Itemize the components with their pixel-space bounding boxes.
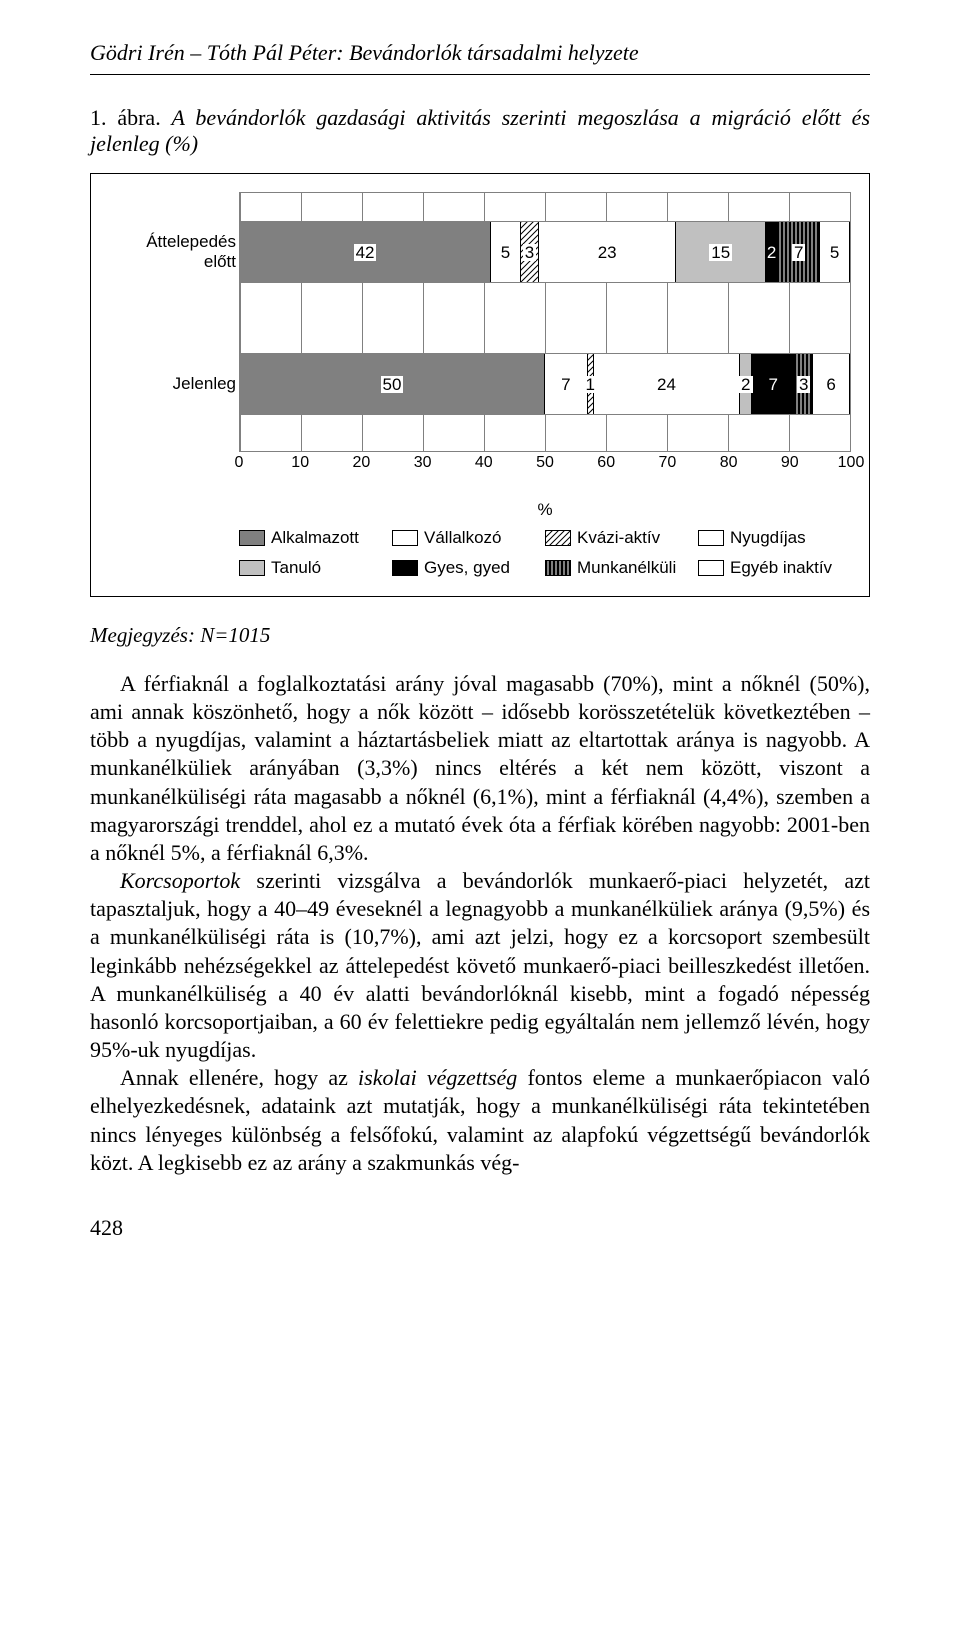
bar-segment-munkanelkuli: 3: [795, 354, 813, 414]
x-axis-unit: %: [239, 500, 851, 520]
gridline: [850, 193, 851, 451]
x-tick-label: 90: [781, 454, 799, 472]
x-tick-label: 40: [475, 454, 493, 472]
segment-value-label: 50: [381, 376, 404, 393]
paragraph-2: Korcsoportok szerinti vizsgálva a bevánd…: [90, 867, 870, 1064]
x-tick-label: 30: [414, 454, 432, 472]
italic-iskolai: iskolai végzettség: [358, 1065, 517, 1090]
legend-item-gyes: Gyes, gyed: [392, 558, 545, 578]
legend-item-egyeb: Egyéb inaktív: [698, 558, 851, 578]
legend-swatch: [698, 530, 724, 546]
header-rule: [90, 74, 870, 75]
figure-number: 1. ábra.: [90, 105, 161, 130]
legend-swatch: [392, 530, 418, 546]
bar-segment-alkalmazott: 42: [240, 222, 491, 282]
segment-value-label: 15: [709, 244, 732, 261]
page-number: 428: [90, 1215, 870, 1241]
legend-label: Nyugdíjas: [730, 528, 806, 548]
legend-label: Alkalmazott: [271, 528, 359, 548]
bar-category-label: Áttelepedés előtt: [110, 232, 236, 272]
x-tick-label: 50: [536, 454, 554, 472]
bar-category-label: Jelenleg: [110, 374, 236, 394]
bar-segment-tanulo: 15: [676, 222, 766, 282]
legend-item-munkanelkuli: Munkanélküli: [545, 558, 698, 578]
bar-segment-alkalmazott: 50: [240, 354, 545, 414]
plot-area: Áttelepedés előtt42532315275Jelenleg5071…: [239, 192, 851, 452]
bar-segment-tanulo: 2: [740, 354, 752, 414]
segment-value-label: 5: [828, 244, 841, 261]
legend-swatch: [545, 560, 571, 576]
segment-value-label: 24: [655, 376, 678, 393]
legend-label: Vállalkozó: [424, 528, 502, 548]
body-text: A férfiaknál a foglalkoztatási arány jóv…: [90, 670, 870, 1177]
legend-swatch: [239, 530, 265, 546]
bar-segment-kvazi: 3: [521, 222, 539, 282]
bar-segment-egyeb: 5: [820, 222, 850, 282]
x-tick-label: 20: [352, 454, 370, 472]
legend-item-alkalmazott: Alkalmazott: [239, 528, 392, 548]
figure-caption: A bevándorlók gazdasági aktivitás szerin…: [90, 105, 870, 156]
bar-row: Jelenleg5071242736: [240, 353, 850, 415]
x-tick-label: 0: [235, 454, 244, 472]
legend-item-kvazi: Kvázi-aktív: [545, 528, 698, 548]
chart-legend: Alkalmazott Vállalkozó Kvázi-aktív Nyugdíja…: [239, 528, 851, 578]
segment-value-label: 2: [739, 376, 752, 393]
figure-note: Megjegyzés: N=1015: [90, 623, 870, 648]
italic-korcsoportok: Korcsoportok: [120, 868, 240, 893]
legend-label: Tanuló: [271, 558, 321, 578]
segment-value-label: 3: [797, 376, 810, 393]
segment-value-label: 7: [766, 376, 779, 393]
legend-item-nyugdijas: Nyugdíjas: [698, 528, 851, 548]
segment-value-label: 42: [354, 244, 377, 261]
legend-label: Gyes, gyed: [424, 558, 510, 578]
bar-segment-nyugdijas: 23: [539, 222, 676, 282]
paragraph-3: Annak ellenére, hogy az iskolai végzetts…: [90, 1064, 870, 1177]
legend-swatch: [392, 560, 418, 576]
bar-segment-nyugdijas: 24: [594, 354, 740, 414]
figure-title: 1. ábra. A bevándorlók gazdasági aktivit…: [90, 105, 870, 157]
bar-segment-gyes: 7: [752, 354, 795, 414]
x-tick-label: 70: [658, 454, 676, 472]
paragraph-1: A férfiaknál a foglalkoztatási arány jóv…: [90, 670, 870, 867]
x-tick-label: 60: [597, 454, 615, 472]
x-tick-label: 10: [291, 454, 309, 472]
segment-value-label: 1: [584, 376, 597, 393]
segment-value-label: 2: [765, 244, 778, 261]
bar-segment-vallalkozo: 7: [545, 354, 588, 414]
x-tick-label: 80: [720, 454, 738, 472]
segment-value-label: 6: [824, 376, 837, 393]
segment-value-label: 3: [523, 244, 536, 261]
chart-container: Áttelepedés előtt42532315275Jelenleg5071…: [90, 173, 870, 597]
legend-item-tanulo: Tanuló: [239, 558, 392, 578]
segment-value-label: 7: [559, 376, 572, 393]
legend-label: Munkanélküli: [577, 558, 676, 578]
segment-value-label: 5: [499, 244, 512, 261]
legend-swatch: [239, 560, 265, 576]
legend-label: Egyéb inaktív: [730, 558, 832, 578]
legend-item-vallalkozo: Vállalkozó: [392, 528, 545, 548]
bar-segment-egyeb: 6: [813, 354, 850, 414]
bar-segment-munkanelkuli: 7: [778, 222, 820, 282]
p3-lead: Annak ellenére, hogy az: [120, 1065, 358, 1090]
legend-swatch: [545, 530, 571, 546]
segment-value-label: 23: [596, 244, 619, 261]
legend-label: Kvázi-aktív: [577, 528, 660, 548]
segment-value-label: 7: [792, 244, 805, 261]
bar-row: Áttelepedés előtt42532315275: [240, 221, 850, 283]
legend-swatch: [698, 560, 724, 576]
running-head: Gödri Irén – Tóth Pál Péter: Bevándorlók…: [90, 40, 870, 66]
bar-segment-gyes: 2: [766, 222, 778, 282]
x-tick-label: 100: [838, 454, 865, 472]
p2-rest: szerinti vizsgálva a bevándorlók munkaer…: [90, 868, 870, 1062]
bar-segment-vallalkozo: 5: [491, 222, 521, 282]
